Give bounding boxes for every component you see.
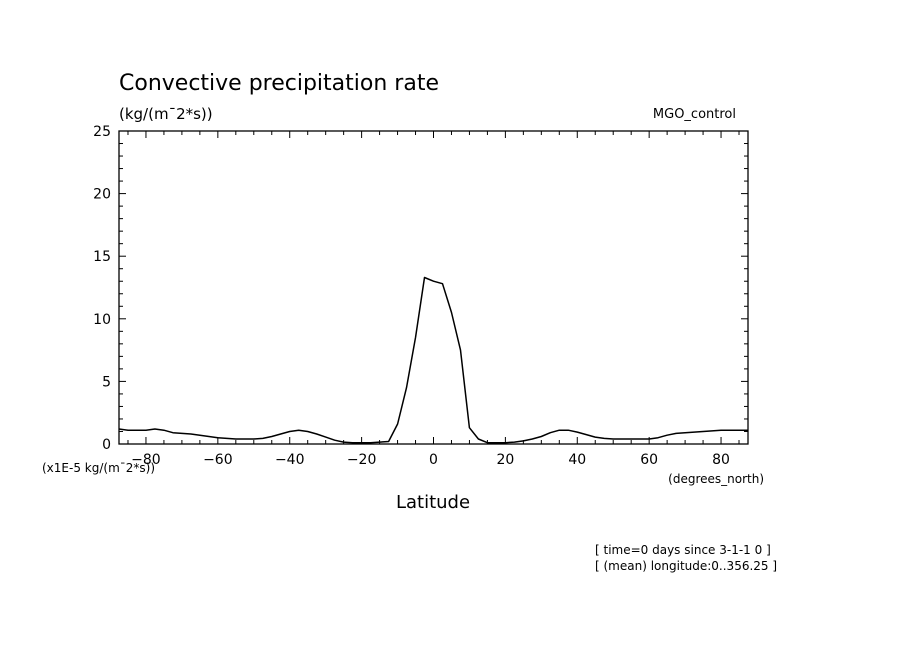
x-tick-label: 60: [640, 452, 658, 468]
x-tick-label: −80: [131, 452, 161, 468]
y-tick-label: 20: [93, 187, 111, 203]
x-tick-label: −60: [203, 452, 233, 468]
experiment-label: MGO_control: [653, 107, 736, 122]
chart-units-label: (kg/(m¯2*s)): [119, 105, 213, 123]
time-annotation: [ time=0 days since 3-1-1 0 ]: [595, 543, 771, 557]
series-line: [118, 276, 748, 444]
y-tick-labels: 0 5 10 15 20 25: [93, 124, 111, 453]
longitude-annotation: [ (mean) longitude:0..356.25 ]: [595, 559, 777, 573]
x-tick-labels: −80 −60 −40 −20 0 20 40 60 80: [131, 452, 730, 468]
x-tick-label: 40: [568, 452, 586, 468]
x-tick-label: −20: [347, 452, 377, 468]
y-tick-label: 10: [93, 312, 111, 328]
chart-title: Convective precipitation rate: [119, 71, 439, 96]
axis-ticks: [119, 130, 748, 445]
y-tick-label: 5: [102, 374, 111, 390]
x-tick-label: 0: [429, 452, 438, 468]
x-tick-label: 20: [496, 452, 514, 468]
multiplier-note: (x1E-5 kg/(m¯2*s)): [42, 461, 155, 475]
y-tick-label: 15: [93, 249, 111, 265]
y-tick-label: 25: [93, 124, 111, 140]
x-units-label: (degrees_north): [668, 472, 764, 486]
x-axis-label: Latitude: [396, 492, 470, 513]
y-tick-label: 0: [102, 437, 111, 453]
x-tick-label: −40: [275, 452, 305, 468]
plot-frame: [118, 130, 749, 445]
x-tick-label: 80: [712, 452, 730, 468]
